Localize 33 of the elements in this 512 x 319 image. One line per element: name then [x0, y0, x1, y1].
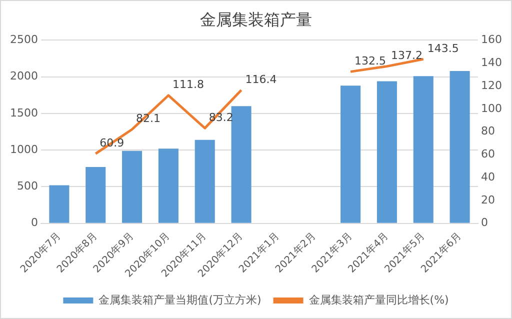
bar [49, 185, 70, 223]
bar [122, 150, 142, 223]
y2-tick-label: 40 [481, 170, 496, 184]
y-tick-label: 0 [30, 216, 38, 230]
bar [450, 70, 470, 223]
bar [86, 166, 106, 223]
y2-tick-label: 80 [481, 124, 496, 138]
y-tick-label: 1000 [10, 142, 38, 156]
legend-label: 金属集装箱产量当期值(万立方米) [98, 293, 262, 306]
data-label: 116.4 [245, 72, 277, 86]
y-tick-label: 2000 [10, 70, 38, 83]
y2-tick-label: 100 [481, 102, 502, 115]
legend-label: 金属集装箱产量同比增长(%) [308, 293, 449, 306]
y-tick-label: 500 [16, 180, 38, 193]
y2-tick-label: 60 [481, 148, 496, 161]
y-tick-label: 1500 [10, 106, 38, 120]
data-label: 111.8 [172, 78, 204, 92]
bar [340, 86, 361, 223]
bar [158, 148, 178, 223]
data-label: 137.2 [390, 49, 422, 62]
y2-tick-label: 20 [481, 193, 496, 206]
y2-tick-label: 140 [481, 56, 502, 69]
chart-title: 金属集装箱产量 [200, 10, 312, 29]
y2-tick-label: 160 [481, 33, 502, 46]
bar [231, 106, 252, 223]
bar [413, 76, 434, 223]
data-label: 143.5 [427, 42, 459, 55]
data-label: 132.5 [354, 54, 386, 68]
bar [194, 140, 215, 223]
bar [376, 81, 397, 223]
y-tick-label: 2500 [10, 33, 38, 46]
y2-tick-label: 120 [481, 78, 502, 92]
y2-tick-label: 0 [481, 216, 488, 230]
